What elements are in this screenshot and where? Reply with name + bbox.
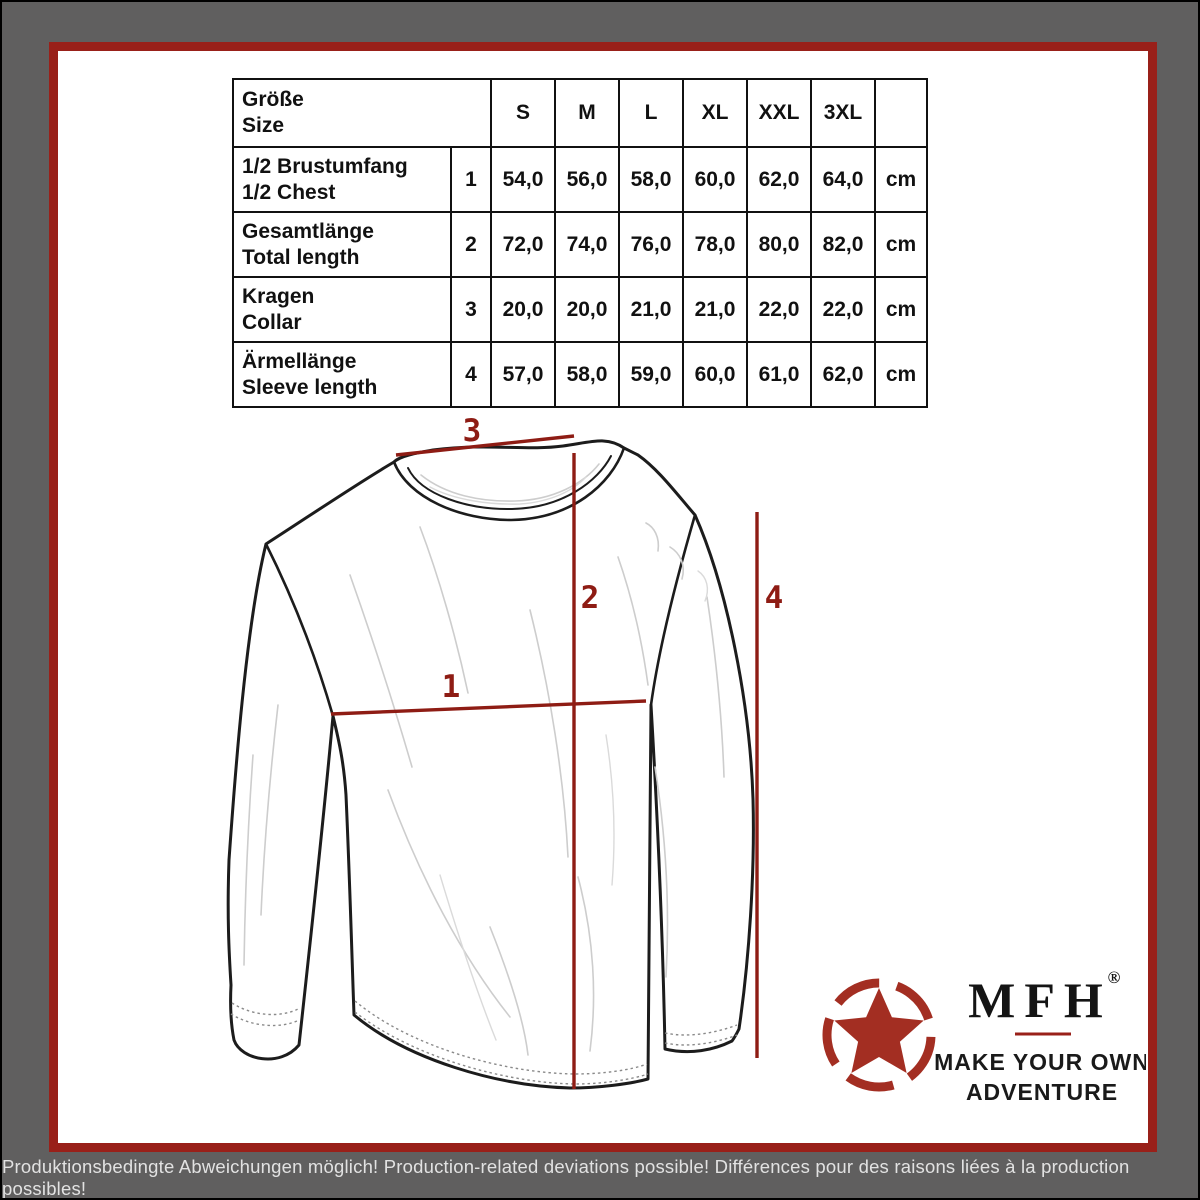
table-cell: 59,0 [618,341,684,408]
size-column-header: XL [682,78,748,148]
table-cell: 56,0 [554,146,620,213]
tagline-line1: MAKE YOUR OWN [934,1049,1146,1075]
table-cell: 22,0 [746,276,812,343]
wrinkle-lines [243,522,725,1056]
chart-panel: Größe Size S M L XL XXL 3XL 1/2 Brustumf… [49,42,1157,1152]
left-armhole-seam [264,542,335,718]
footer-disclaimer: Produktionsbedingte Abweichungen möglich… [2,1156,1130,1199]
label-en: Sleeve length [242,375,378,399]
measurement-label: 1/2 Brustumfang 1/2 Chest [232,146,452,213]
unit-cell: cm [874,341,928,408]
table-cell: 76,0 [618,211,684,278]
measure-line-chest [330,699,647,716]
size-column-header: XXL [746,78,812,148]
measurement-label: Ärmellänge Sleeve length [232,341,452,408]
size-column-header: S [490,78,556,148]
table-cell: 20,0 [490,276,556,343]
label-en: 1/2 Chest [242,180,336,204]
measure-number: 3 [450,276,492,343]
table-cell: 78,0 [682,211,748,278]
size-column-header: 3XL [810,78,876,148]
table-header-row: Größe Size S M L XL XXL 3XL [232,78,928,148]
tagline-line2: ADVENTURE [966,1079,1118,1105]
table-cell: 72,0 [490,211,556,278]
shirt-diagram: 3 2 1 4 MFH ® MAKE YOUR OWN ADVENTURE [226,413,1146,1105]
table-cell: 54,0 [490,146,556,213]
measure-number: 1 [450,146,492,213]
label-de: Gesamtlänge [242,219,374,243]
table-cell: 20,0 [554,276,620,343]
label-en: Collar [242,310,302,334]
measure-label-length: 2 [581,580,600,616]
table-cell: 62,0 [810,341,876,408]
collar-band [407,455,612,511]
collar-shading [429,476,587,505]
unit-column-header [874,78,928,148]
brand-logo-text: MFH [968,972,1112,1028]
table-row-collar: Kragen Collar 3 20,0 20,0 21,0 21,0 22,0… [232,276,928,343]
brand-logo: MFH ® MAKE YOUR OWN ADVENTURE [822,968,1146,1105]
label-de: Kragen [242,284,315,308]
measure-label-collar: 3 [463,413,482,449]
label-en: Total length [242,245,360,269]
unit-cell: cm [874,146,928,213]
star-icon [834,988,924,1073]
measure-label-chest: 1 [442,669,461,705]
registered-mark: ® [1108,968,1121,987]
table-cell: 60,0 [682,341,748,408]
table-row-sleeve: Ärmellänge Sleeve length 4 57,0 58,0 59,… [232,341,928,408]
measurement-label: Kragen Collar [232,276,452,343]
table-cell: 58,0 [618,146,684,213]
size-column-header: L [618,78,684,148]
table-cell: 61,0 [746,341,812,408]
table-cell: 21,0 [682,276,748,343]
unit-cell: cm [874,276,928,343]
measure-number: 2 [450,211,492,278]
collar-shading [420,463,600,502]
table-cell: 64,0 [810,146,876,213]
collar-outer [392,446,626,522]
table-cell: 82,0 [810,211,876,278]
measure-label-sleeve: 4 [765,580,784,616]
measurement-label: Gesamtlänge Total length [232,211,452,278]
table-cell: 60,0 [682,146,748,213]
table-row-chest: 1/2 Brustumfang 1/2 Chest 1 54,0 56,0 58… [232,146,928,213]
measure-number: 4 [450,341,492,408]
label-de: Ärmellänge [242,349,357,373]
table-cell: 74,0 [554,211,620,278]
size-header-en: Size [242,114,285,137]
size-header-de: Größe [242,88,304,111]
unit-cell: cm [874,211,928,278]
table-cell: 22,0 [810,276,876,343]
measure-line-collar [395,434,575,457]
stitch-lines [230,1000,738,1085]
table-cell: 58,0 [554,341,620,408]
size-header-cell: Größe Size [232,78,492,148]
table-cell: 62,0 [746,146,812,213]
label-de: 1/2 Brustumfang [242,154,408,178]
size-table: Größe Size S M L XL XXL 3XL 1/2 Brustumf… [232,78,928,408]
table-row-length: Gesamtlänge Total length 2 72,0 74,0 76,… [232,211,928,278]
table-cell: 57,0 [490,341,556,408]
table-cell: 21,0 [618,276,684,343]
star-circle-icon [822,978,936,1092]
right-armhole-seam [649,513,697,707]
table-cell: 80,0 [746,211,812,278]
size-column-header: M [554,78,620,148]
